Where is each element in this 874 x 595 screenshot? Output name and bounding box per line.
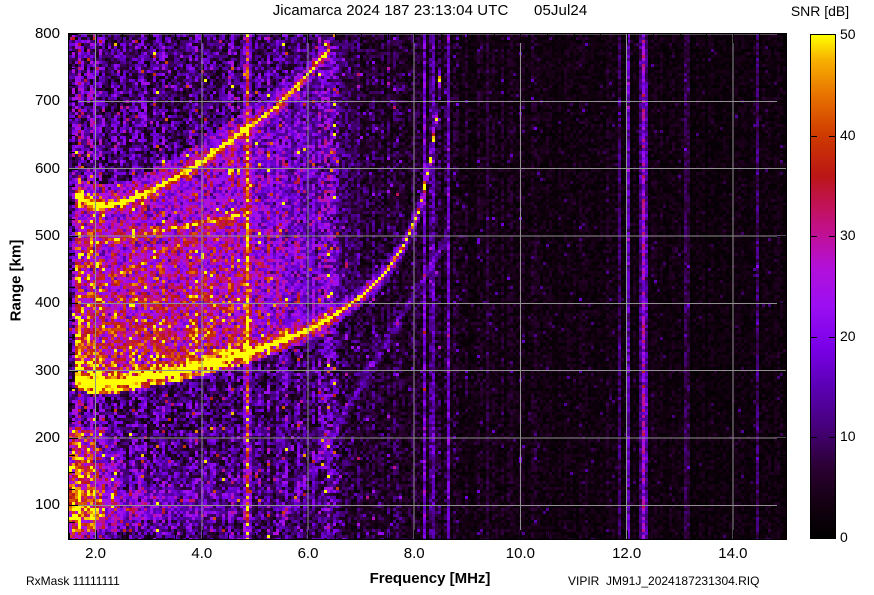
colorbar-tick-label: 40 bbox=[840, 126, 856, 143]
colorbar-tick-label: 50 bbox=[840, 26, 856, 42]
y-tick-label: 100 bbox=[34, 496, 60, 514]
page-title: Jicamarca 2024 187 23:13:04 UTC 05Jul24 bbox=[272, 2, 588, 19]
colorbar-tick-label: 30 bbox=[840, 227, 856, 244]
y-tick-label: 300 bbox=[34, 361, 60, 379]
ionogram-heatmap bbox=[69, 34, 786, 539]
x-tick-label: 8.0 bbox=[403, 545, 425, 562]
colorbar-tick-label: 10 bbox=[840, 428, 856, 445]
ionogram-plot[interactable] bbox=[68, 33, 787, 540]
colorbar-gradient bbox=[811, 35, 835, 538]
y-tick-label: 600 bbox=[34, 159, 60, 177]
y-tick-label: 700 bbox=[34, 92, 60, 110]
y-axis-title: Range [km] bbox=[7, 239, 25, 322]
x-tick-label: 6.0 bbox=[297, 545, 319, 562]
file-info-label: VIPIR JM91J_2024187231304.RIQ bbox=[568, 574, 760, 588]
x-axis-title: Frequency [MHz] bbox=[369, 570, 491, 587]
x-tick-label: 10.0 bbox=[505, 545, 535, 562]
colorbar-tick-label: 0 bbox=[840, 529, 848, 545]
rxmask-label: RxMask 11111111 bbox=[26, 574, 120, 588]
y-tick-label: 200 bbox=[34, 429, 60, 446]
y-tick-label: 800 bbox=[34, 25, 60, 42]
colorbar[interactable] bbox=[810, 34, 836, 539]
y-tick-label: 400 bbox=[34, 294, 60, 312]
y-tick-label: 500 bbox=[34, 227, 60, 244]
x-tick-label: 12.0 bbox=[612, 545, 642, 562]
x-tick-label: 14.0 bbox=[718, 545, 748, 562]
x-tick-label: 2.0 bbox=[85, 545, 107, 562]
x-tick-label: 4.0 bbox=[191, 545, 213, 562]
colorbar-tick-label: 20 bbox=[840, 327, 856, 344]
colorbar-title: SNR [dB] bbox=[790, 3, 850, 19]
